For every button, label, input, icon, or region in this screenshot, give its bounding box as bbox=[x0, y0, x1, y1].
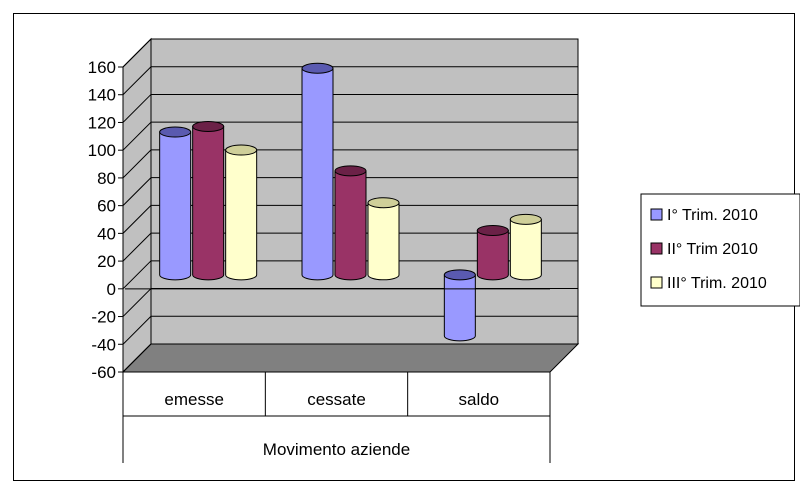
y-tick-label: -20 bbox=[91, 308, 116, 327]
x-group-label: Movimento aziende bbox=[263, 440, 410, 459]
x-tick-label: cessate bbox=[307, 390, 366, 409]
bar-body bbox=[367, 202, 400, 281]
y-axis-ticks: 160 140 120 100 80 60 40 20 0 -20 -40 -60 bbox=[88, 58, 124, 382]
grid-line-side bbox=[122, 121, 152, 151]
grid-line-side bbox=[122, 177, 152, 206]
bar-cap bbox=[367, 197, 400, 209]
grid-line-side bbox=[122, 38, 152, 68]
y-tick-label: -60 bbox=[91, 363, 116, 382]
y-tick-label: 100 bbox=[88, 141, 116, 160]
legend-swatch bbox=[650, 242, 663, 255]
y-tick-label: 20 bbox=[97, 252, 116, 271]
grid-line-side bbox=[122, 315, 152, 345]
bar-cap bbox=[192, 120, 225, 132]
bar-cessate-1 bbox=[301, 62, 334, 281]
grid-line-side bbox=[122, 205, 152, 234]
x-axis: emesse cessate saldo Movimento aziende bbox=[122, 372, 551, 463]
bar-cap bbox=[443, 269, 476, 281]
legend-swatch bbox=[650, 276, 663, 289]
bar-saldo-3 bbox=[509, 213, 542, 281]
y-tick-label: -40 bbox=[91, 335, 116, 354]
legend: I° Trim. 2010 II° Trim 2010 III° Trim. 201… bbox=[640, 193, 800, 307]
grid-line-side bbox=[122, 149, 152, 179]
floor bbox=[121, 343, 580, 373]
bar-body bbox=[301, 67, 334, 281]
bar-body bbox=[509, 218, 542, 281]
bar-emesse-1 bbox=[159, 126, 192, 281]
bar-saldo-1 bbox=[443, 269, 476, 342]
grid-line-side bbox=[122, 260, 152, 290]
legend-swatch bbox=[650, 208, 663, 221]
bar-body bbox=[443, 274, 476, 342]
y-tick-label: 60 bbox=[97, 197, 116, 216]
bar-cap bbox=[334, 165, 367, 177]
y-tick-label: 120 bbox=[88, 113, 116, 132]
bar-cap bbox=[225, 144, 258, 156]
legend-label: I° Trim. 2010 bbox=[667, 207, 758, 224]
bar-body bbox=[192, 125, 225, 281]
bar-cap bbox=[159, 126, 192, 138]
legend-box bbox=[640, 193, 800, 307]
bar-cap bbox=[476, 224, 509, 236]
y-tick-label: 160 bbox=[88, 58, 116, 77]
y-tick-label: 80 bbox=[97, 169, 116, 188]
bar-cessate-3 bbox=[367, 197, 400, 281]
y-tick-label: 0 bbox=[107, 280, 116, 299]
bar-cessate-2 bbox=[334, 165, 367, 281]
bar-emesse-2 bbox=[192, 120, 225, 281]
bar-cap bbox=[301, 62, 334, 74]
bar-emesse-3 bbox=[225, 144, 258, 281]
y-tick-label: 40 bbox=[97, 224, 116, 243]
side-wall bbox=[122, 37, 152, 374]
bar-body bbox=[225, 149, 258, 281]
grid-line-side bbox=[122, 94, 152, 123]
legend-label: III° Trim. 2010 bbox=[667, 275, 767, 292]
legend-label: II° Trim 2010 bbox=[667, 241, 758, 258]
bars bbox=[125, 62, 550, 342]
bar-body bbox=[476, 229, 509, 281]
bar-saldo-2 bbox=[476, 224, 509, 281]
bar-cap bbox=[509, 213, 542, 225]
x-tick-label: saldo bbox=[459, 390, 500, 409]
grid-line-side bbox=[122, 232, 152, 262]
grid-line-side bbox=[122, 66, 152, 96]
x-tick-label: emesse bbox=[164, 390, 224, 409]
bar-body bbox=[159, 131, 192, 281]
grid-line-side bbox=[122, 343, 152, 373]
grid-line-side bbox=[122, 288, 152, 317]
bar-body bbox=[334, 170, 367, 281]
y-tick-label: 140 bbox=[88, 86, 116, 105]
